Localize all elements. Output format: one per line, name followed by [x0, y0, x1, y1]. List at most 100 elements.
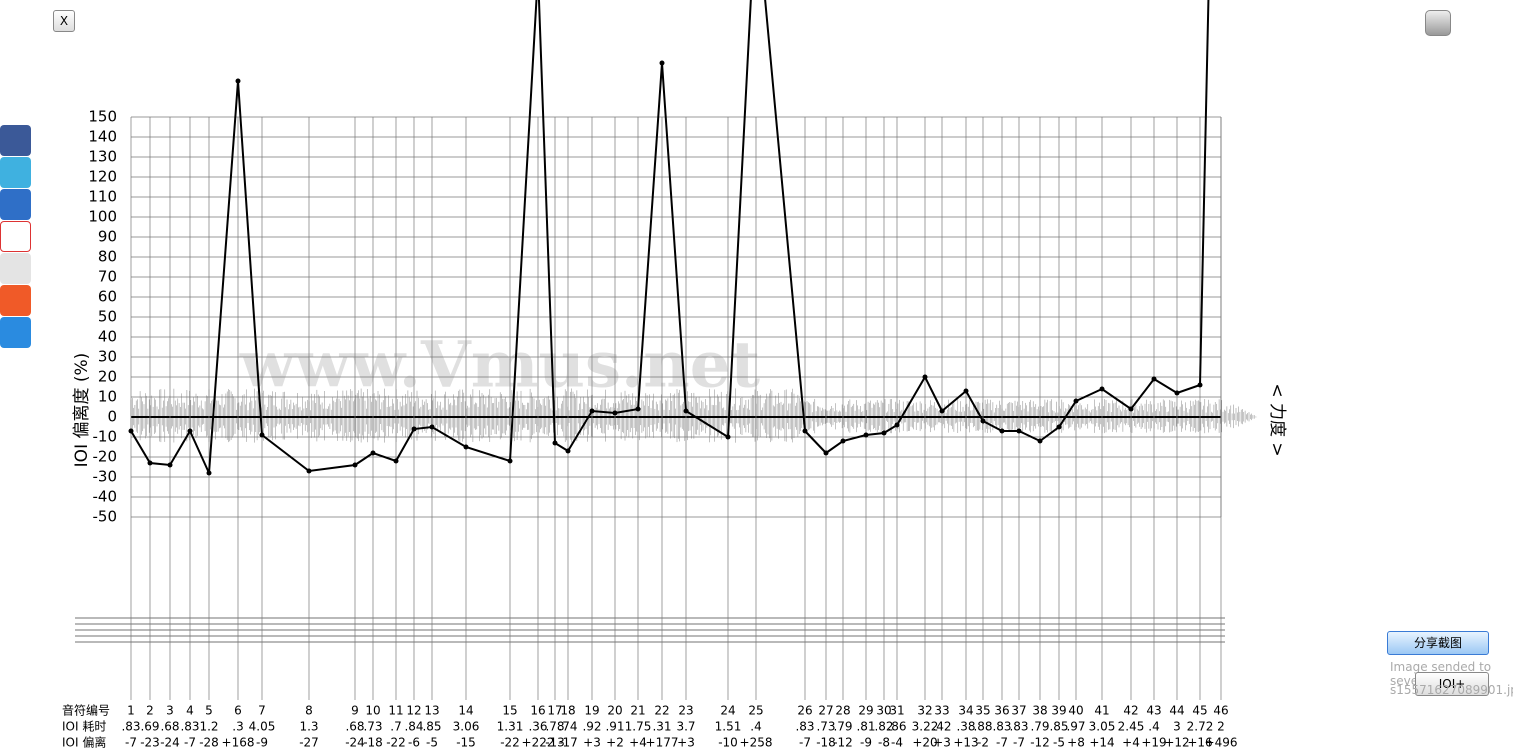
value-label: -9 [256, 736, 268, 749]
x-tick-label: 21 [630, 704, 645, 718]
row-label: IOI 耗时 [62, 720, 106, 734]
x-tick-label: 1 [127, 704, 135, 718]
value-label: +16 [1187, 736, 1212, 749]
mail-icon[interactable] [0, 253, 31, 284]
ioi-time: .81 [856, 720, 875, 734]
y-tick-label: 120 [88, 168, 117, 186]
y-tick-label: -40 [93, 488, 118, 506]
ioi-time: .31 [652, 720, 671, 734]
facebook-icon[interactable] [0, 125, 31, 156]
data-point [840, 438, 846, 444]
ioi-time: 2 [1217, 720, 1225, 734]
x-tick-label: 24 [720, 704, 735, 718]
data-point [635, 406, 641, 412]
twitter-icon[interactable] [0, 157, 31, 188]
y-tick-label: 30 [98, 348, 117, 366]
value-label: +4 [1122, 736, 1140, 749]
value-label: -4 [891, 736, 903, 749]
weibo-icon[interactable] [0, 221, 31, 252]
ioi-button[interactable]: IOI+ [1415, 672, 1489, 696]
ioi-time: 3.7 [676, 720, 695, 734]
ioi-time: .91 [605, 720, 624, 734]
favorite-icon[interactable] [0, 189, 31, 220]
ioi-time: .83 [1009, 720, 1028, 734]
value-label: -9 [860, 736, 872, 749]
data-line [130, 0, 1210, 474]
x-tick-label: 8 [305, 704, 313, 718]
share-button[interactable]: 分享截图 [1387, 631, 1489, 655]
x-tick-label: 34 [958, 704, 973, 718]
help-icon[interactable] [0, 317, 31, 348]
ioi-time: .73 [816, 720, 835, 734]
x-tick-label: 39 [1051, 704, 1066, 718]
data-point [565, 448, 571, 454]
row-label: 音符编号 [62, 703, 110, 718]
y2-axis-label: < 力度 > [1267, 383, 1287, 456]
x-tick-label: 20 [607, 704, 622, 718]
x-tick-label: 30 [876, 704, 891, 718]
value-label: -12 [833, 736, 853, 749]
data-point [206, 470, 212, 476]
x-tick-label: 3 [166, 704, 174, 718]
home-button[interactable] [1425, 10, 1451, 36]
decoration [75, 388, 1258, 643]
ioi-time: .85 [1049, 720, 1068, 734]
value-label: -12 [1030, 736, 1050, 749]
ioi-time: 1.3 [299, 720, 318, 734]
x-tick-label: 28 [835, 704, 850, 718]
social-bar [0, 125, 31, 348]
y-tick-label: 130 [88, 148, 117, 166]
ioi-time: .88 [973, 720, 992, 734]
value-label: +177 [646, 736, 679, 749]
x-tick-label: 18 [560, 704, 575, 718]
data-point [306, 468, 312, 474]
share-icon[interactable] [0, 285, 31, 316]
close-button[interactable]: X [53, 10, 75, 32]
y-tick-label: 100 [88, 208, 117, 226]
x-tick-label: 35 [975, 704, 990, 718]
ioi-time: .82 [874, 720, 893, 734]
y-tick-label: -30 [93, 468, 118, 486]
x-tick-label: 11 [388, 704, 403, 718]
x-tick-label: 6 [234, 704, 242, 718]
value-label: -22 [500, 736, 520, 749]
ioi-time: 1.51 [715, 720, 742, 734]
data-point [429, 424, 435, 430]
y-tick-label: -50 [93, 508, 118, 526]
data-point [1151, 376, 1157, 382]
x-tick-label: 43 [1146, 704, 1161, 718]
x-tick-label: 10 [365, 704, 380, 718]
y-tick-label: 140 [88, 128, 117, 146]
value-label: +20 [912, 736, 937, 749]
ioi-time: 2.72 [1187, 720, 1214, 734]
ioi-time: .3 [232, 720, 243, 734]
data-point [823, 450, 829, 456]
ioi-time: .83 [795, 720, 814, 734]
ioi-time: .86 [887, 720, 906, 734]
share-status: Image sended to sever [1390, 660, 1492, 688]
value-label: -7 [125, 736, 137, 749]
ioi-time: .83 [180, 720, 199, 734]
value-label: +19 [1141, 736, 1166, 749]
x-tick-label: 22 [654, 704, 669, 718]
value-label: +3 [933, 736, 951, 749]
ioi-time: 3.05 [1089, 720, 1116, 734]
ioi-time: .74 [558, 720, 577, 734]
ioi-time: .92 [582, 720, 601, 734]
value-label: -7 [799, 736, 811, 749]
x-tick-label: 9 [351, 704, 359, 718]
ioi-time: .84 [404, 720, 423, 734]
data-point [725, 434, 731, 440]
x-tick-label: 12 [406, 704, 421, 718]
ioi-time: .83 [121, 720, 140, 734]
ioi-time: .79 [833, 720, 852, 734]
x-tick-label: 4 [186, 704, 194, 718]
y-tick-label: 110 [88, 188, 117, 206]
y-axis-label: IOI 偏离度 (%) [72, 353, 92, 468]
ioi-time: .85 [422, 720, 441, 734]
data-point [802, 428, 808, 434]
x-tick-label: 44 [1169, 704, 1184, 718]
data-point [1056, 424, 1062, 430]
data-point [235, 78, 241, 84]
value-label: -17 [558, 736, 578, 749]
